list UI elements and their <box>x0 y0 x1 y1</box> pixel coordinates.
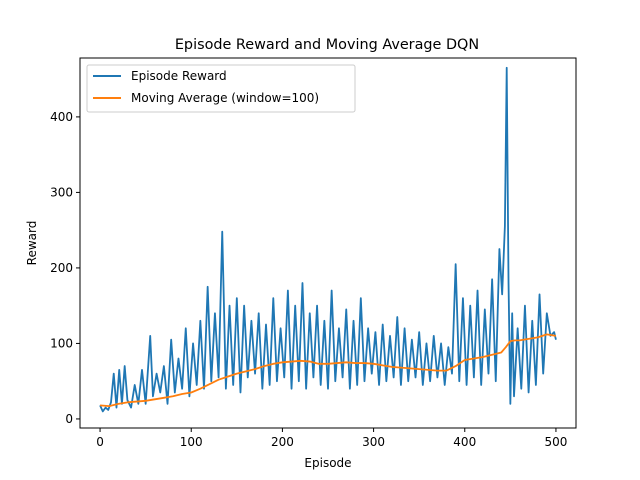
plot-frame <box>79 57 577 429</box>
series-line-moving-average <box>99 333 557 408</box>
series-layer <box>99 66 557 413</box>
y-tick-label: 0 <box>65 412 73 426</box>
chart-title: Episode Reward and Moving Average DQN <box>175 37 479 53</box>
y-tick-label: 300 <box>50 185 73 199</box>
x-axis: 0 100 200 300 400 500 <box>96 428 567 449</box>
y-axis: 0 100 200 300 400 <box>50 110 80 426</box>
x-tick-label: 200 <box>271 435 294 449</box>
series-line-episode-reward <box>99 66 557 413</box>
x-tick-label: 100 <box>180 435 203 449</box>
y-axis-label: Reward <box>25 221 39 266</box>
x-tick-label: 0 <box>96 435 104 449</box>
y-tick-label: 200 <box>50 261 73 275</box>
x-tick-label: 300 <box>362 435 385 449</box>
legend-box <box>86 64 356 113</box>
y-tick-label: 100 <box>50 336 73 350</box>
legend-label-moving-average: Moving Average (window=100) <box>131 91 319 105</box>
legend-label-episode-reward: Episode Reward <box>131 69 227 83</box>
x-tick-label: 500 <box>544 435 567 449</box>
x-tick-label: 400 <box>453 435 476 449</box>
x-axis-label: Episode <box>304 456 351 470</box>
legend: Episode Reward Moving Average (window=10… <box>86 64 356 113</box>
y-tick-label: 400 <box>50 110 73 124</box>
